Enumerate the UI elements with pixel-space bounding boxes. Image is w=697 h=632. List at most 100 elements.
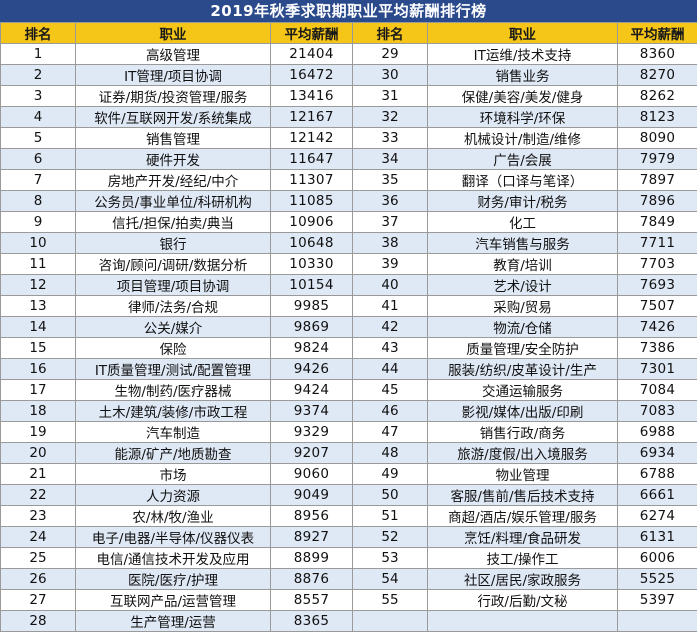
job-cell: IT运维/技术支持 bbox=[428, 44, 618, 65]
rank-cell: 36 bbox=[353, 191, 428, 212]
rank-cell: 48 bbox=[353, 443, 428, 464]
rank-cell: 2 bbox=[1, 65, 76, 86]
salary-cell: 9060 bbox=[271, 464, 353, 485]
job-cell: 电信/通信技术开发及应用 bbox=[76, 548, 271, 569]
salary-cell: 5525 bbox=[618, 569, 697, 590]
salary-cell: 8090 bbox=[618, 128, 697, 149]
rank-cell: 16 bbox=[1, 359, 76, 380]
rank-cell: 3 bbox=[1, 86, 76, 107]
job-cell: 硬件开发 bbox=[76, 149, 271, 170]
salary-cell: 21404 bbox=[271, 44, 353, 65]
salary-cell: 6788 bbox=[618, 464, 697, 485]
rank-cell: 52 bbox=[353, 527, 428, 548]
job-cell: 汽车销售与服务 bbox=[428, 233, 618, 254]
job-cell: 化工 bbox=[428, 212, 618, 233]
header-salary-right: 平均薪酬 bbox=[618, 23, 697, 44]
job-cell: 交通运输服务 bbox=[428, 380, 618, 401]
header-rank-left: 排名 bbox=[1, 23, 76, 44]
rank-cell: 14 bbox=[1, 317, 76, 338]
rank-cell: 1 bbox=[1, 44, 76, 65]
header-row: 排名 职业 平均薪酬 排名 职业 平均薪酬 bbox=[1, 23, 697, 44]
job-cell: 公关/媒介 bbox=[76, 317, 271, 338]
job-cell: 商超/酒店/娱乐管理/服务 bbox=[428, 506, 618, 527]
rank-cell: 35 bbox=[353, 170, 428, 191]
rank-cell: 20 bbox=[1, 443, 76, 464]
rank-cell: 23 bbox=[1, 506, 76, 527]
rank-cell: 44 bbox=[353, 359, 428, 380]
job-cell: 技工/操作工 bbox=[428, 548, 618, 569]
job-cell: 咨询/顾问/调研/数据分析 bbox=[76, 254, 271, 275]
rank-cell: 30 bbox=[353, 65, 428, 86]
salary-cell: 12167 bbox=[271, 107, 353, 128]
job-cell: IT质量管理/测试/配置管理 bbox=[76, 359, 271, 380]
salary-cell: 7849 bbox=[618, 212, 697, 233]
job-cell: 生物/制药/医疗器械 bbox=[76, 380, 271, 401]
salary-cell: 8360 bbox=[618, 44, 697, 65]
salary-cell: 11307 bbox=[271, 170, 353, 191]
rank-cell: 54 bbox=[353, 569, 428, 590]
rank-cell: 46 bbox=[353, 401, 428, 422]
salary-cell: 6661 bbox=[618, 485, 697, 506]
rank-cell: 32 bbox=[353, 107, 428, 128]
rank-cell: 25 bbox=[1, 548, 76, 569]
job-cell: 银行 bbox=[76, 233, 271, 254]
job-cell: 财务/审计/税务 bbox=[428, 191, 618, 212]
salary-cell: 8270 bbox=[618, 65, 697, 86]
salary-cell: 8927 bbox=[271, 527, 353, 548]
job-cell: 机械设计/制造/维修 bbox=[428, 128, 618, 149]
job-cell: 生产管理/运营 bbox=[76, 611, 271, 632]
rank-cell: 53 bbox=[353, 548, 428, 569]
rank-cell: 43 bbox=[353, 338, 428, 359]
rank-cell: 51 bbox=[353, 506, 428, 527]
salary-cell: 8123 bbox=[618, 107, 697, 128]
salary-cell: 8876 bbox=[271, 569, 353, 590]
header-rank-right: 排名 bbox=[353, 23, 428, 44]
salary-cell: 9869 bbox=[271, 317, 353, 338]
job-cell: 服装/纺织/皮革设计/生产 bbox=[428, 359, 618, 380]
rank-cell: 24 bbox=[1, 527, 76, 548]
rank-cell: 42 bbox=[353, 317, 428, 338]
rank-cell: 39 bbox=[353, 254, 428, 275]
rank-cell: 11 bbox=[1, 254, 76, 275]
job-cell: 项目管理/项目协调 bbox=[76, 275, 271, 296]
salary-cell: 7703 bbox=[618, 254, 697, 275]
rank-cell: 10 bbox=[1, 233, 76, 254]
rank-cell: 17 bbox=[1, 380, 76, 401]
job-cell: 艺术/设计 bbox=[428, 275, 618, 296]
job-cell: 烹饪/料理/食品研发 bbox=[428, 527, 618, 548]
salary-cell: 7897 bbox=[618, 170, 697, 191]
rank-cell: 15 bbox=[1, 338, 76, 359]
salary-cell: 6274 bbox=[618, 506, 697, 527]
rank-cell: 28 bbox=[1, 611, 76, 632]
job-cell: 市场 bbox=[76, 464, 271, 485]
salary-cell: 8899 bbox=[271, 548, 353, 569]
salary-cell: 11085 bbox=[271, 191, 353, 212]
rank-cell: 33 bbox=[353, 128, 428, 149]
job-cell: 销售行政/商务 bbox=[428, 422, 618, 443]
salary-cell: 7979 bbox=[618, 149, 697, 170]
salary-cell: 6988 bbox=[618, 422, 697, 443]
salary-cell: 7507 bbox=[618, 296, 697, 317]
salary-cell: 13416 bbox=[271, 86, 353, 107]
salary-cell: 7426 bbox=[618, 317, 697, 338]
salary-cell: 9824 bbox=[271, 338, 353, 359]
job-cell: 互联网产品/运营管理 bbox=[76, 590, 271, 611]
job-cell: 社区/居民/家政服务 bbox=[428, 569, 618, 590]
salary-cell: 8956 bbox=[271, 506, 353, 527]
rank-cell: 38 bbox=[353, 233, 428, 254]
rank-cell: 40 bbox=[353, 275, 428, 296]
job-cell: 软件/互联网开发/系统集成 bbox=[76, 107, 271, 128]
job-cell: 客服/售前/售后技术支持 bbox=[428, 485, 618, 506]
salary-cell: 9049 bbox=[271, 485, 353, 506]
rank-cell: 5 bbox=[1, 128, 76, 149]
job-cell: 证券/期货/投资管理/服务 bbox=[76, 86, 271, 107]
